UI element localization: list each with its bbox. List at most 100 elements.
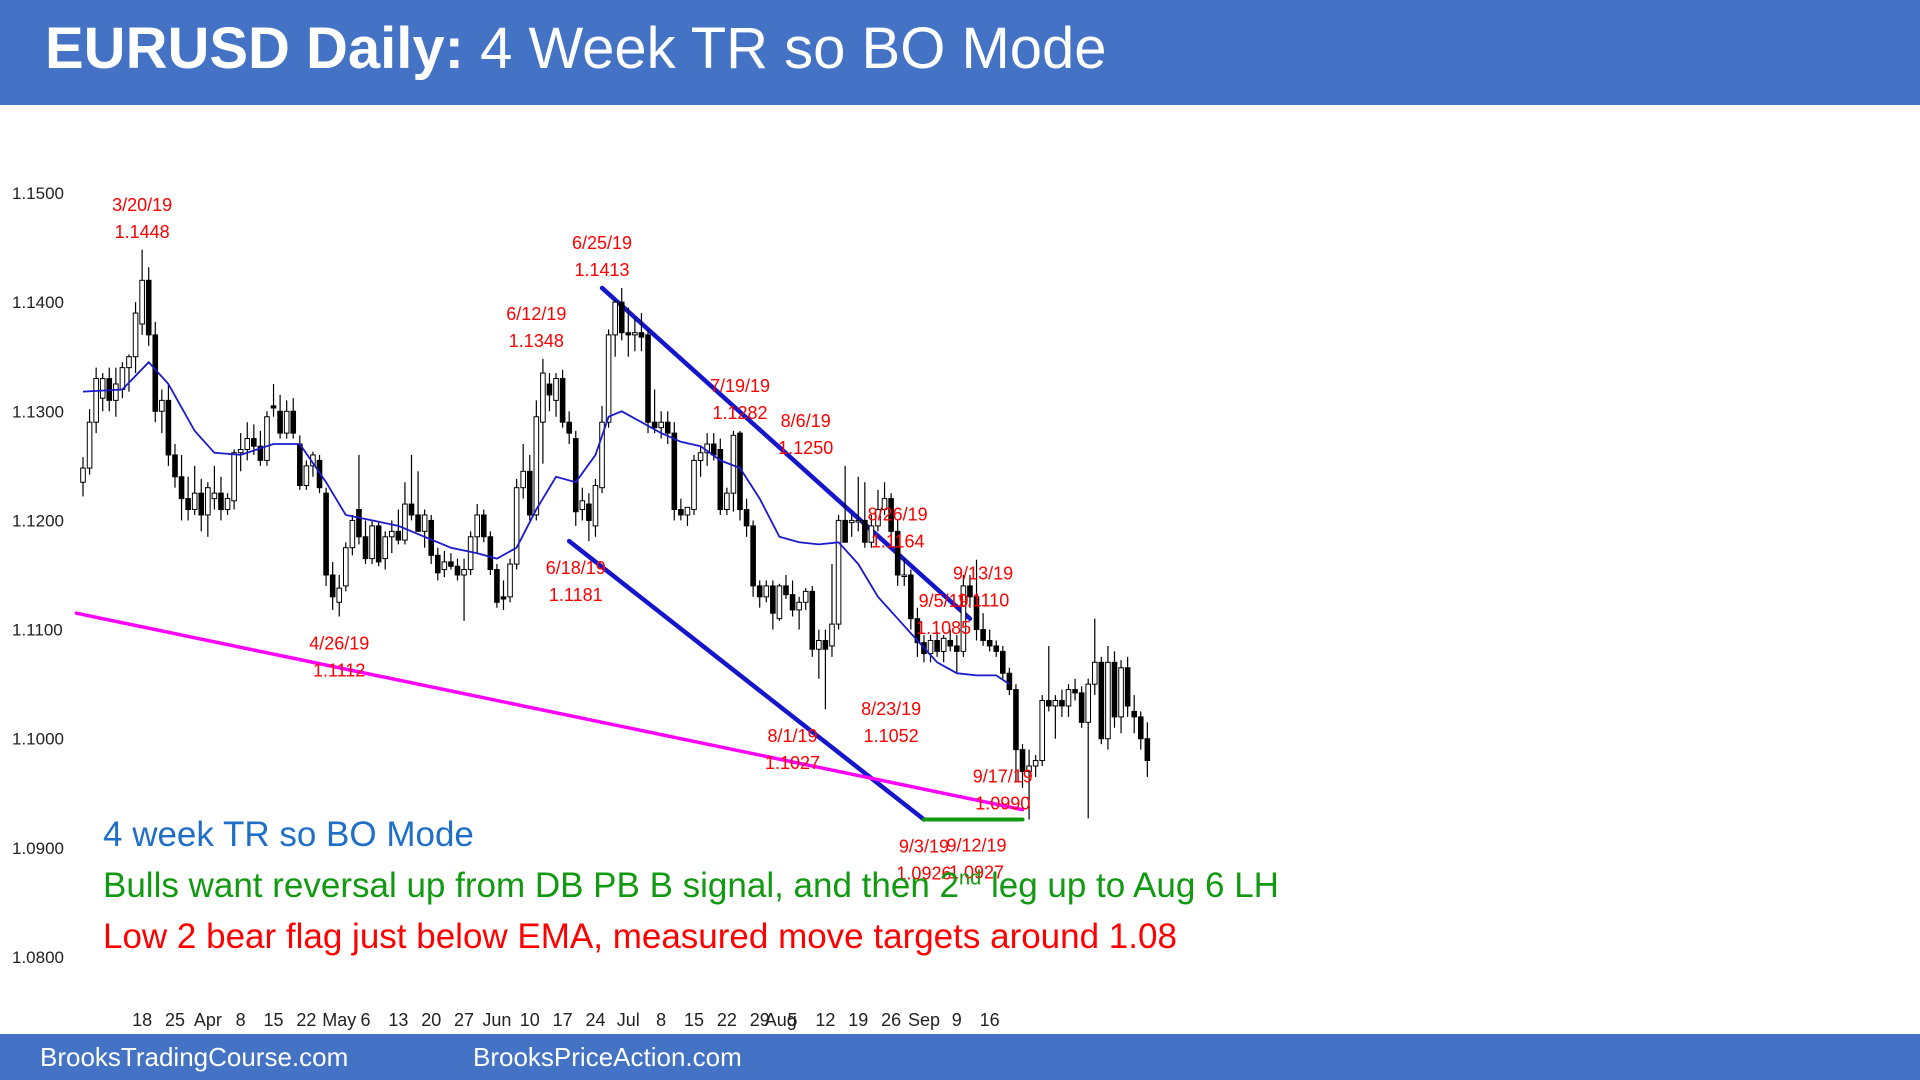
x-tick-label: 17 [553,1010,573,1030]
candle [934,631,940,657]
candle [816,629,822,679]
x-tick-label: 12 [815,1010,835,1030]
candle [533,400,540,521]
annotation-price: 1.1181 [549,585,603,605]
candle-body [967,585,973,598]
candle [540,358,546,464]
candle-body [99,378,106,399]
candle-body [290,410,297,434]
candle [743,498,750,537]
candle [323,487,329,586]
candle [494,564,500,608]
price-annotation: 9/17/19 1.0990 [973,767,1033,814]
footer-site-left[interactable]: BrooksTradingCourse.com [40,1042,349,1072]
candle [388,520,395,554]
annotation-price: 1.0927 [949,862,1004,882]
candle [802,588,809,610]
price-annotation: 6/18/19 1.1181 [546,558,606,605]
candle-body [165,399,172,456]
candle-body [421,514,428,532]
candle [625,307,632,357]
candle [888,493,894,537]
candle [1078,686,1085,728]
candle [1118,660,1124,734]
candle-body [257,445,264,461]
x-tick-label: 8 [236,1010,246,1030]
candle-body [1045,700,1052,707]
candle-body [454,565,461,576]
x-tick-label: 15 [684,1010,704,1030]
candle [526,454,533,521]
candle-body [796,601,802,611]
footer-site-right[interactable]: BrooksPriceAction.com [473,1042,742,1072]
candle-body [986,639,993,647]
candle [605,329,612,428]
x-tick-label: 18 [132,1010,152,1030]
candle [139,249,145,335]
candle-body [855,519,862,523]
candle [1059,689,1065,717]
candle-body [526,470,533,516]
candle [205,482,211,537]
x-tick-label: 9 [952,1010,962,1030]
candle-body [244,438,251,450]
annotation-price: 1.1413 [574,260,629,280]
price-annotation: 6/12/19 1.1348 [506,304,566,351]
candle [237,433,244,472]
candle-body [553,378,559,401]
candle-body [500,596,507,600]
price-annotation: 7/19/19 1.1282 [710,376,770,423]
candle-body [270,405,277,409]
candle-body [132,312,139,358]
support-line [74,611,1025,812]
candle-body [566,421,572,434]
y-tick-label: 1.1100 [12,621,63,640]
candle-body [691,459,697,511]
candle-body [809,590,816,650]
candle-body [362,536,369,560]
candle [349,514,356,556]
candle [80,457,86,497]
candle [185,476,191,521]
candle [336,575,343,617]
candle [191,465,198,515]
candle-body [329,574,336,598]
candle [1026,749,1032,820]
candle [638,313,645,352]
candle [86,409,93,475]
candle-body [1019,749,1026,772]
candle [126,354,132,392]
candle [559,369,566,428]
y-tick-label: 1.1300 [12,402,64,421]
candle-body [1124,667,1131,707]
candle-body [579,500,586,511]
annotation-price: 1.1348 [509,331,564,351]
candle [894,520,901,586]
candle [290,398,297,439]
candle-body [756,585,763,598]
candle [474,504,480,554]
candle-body [467,536,474,571]
y-tick-label: 1.0900 [12,839,64,858]
annotation-date: 6/12/19 [506,304,566,324]
candle [881,482,888,515]
candle [454,558,461,581]
price-annotation: 8/26/19 1.1164 [868,505,928,552]
candle-body [297,443,303,487]
x-tick-label: 26 [881,1010,901,1030]
x-tick-label: Jun [482,1010,511,1030]
candle [1019,744,1026,788]
candle-body [783,585,789,596]
candle [408,454,415,521]
note-bulls-text: Bulls want reversal up from DB PB B sign… [103,866,959,905]
candle [1091,618,1098,696]
candle-body [218,492,224,511]
candle-body [1085,683,1092,723]
y-axis: 1.0800 1.0900 1.1000 1.1100 1.1200 1.1300 1.14… [12,184,64,967]
candle [224,493,231,515]
annotation-date: 4/26/19 [309,633,369,653]
candle [566,411,572,445]
candle-body [914,618,921,644]
annotation-price: 1.0926 [896,863,951,883]
y-tick-label: 1.0800 [12,948,64,967]
